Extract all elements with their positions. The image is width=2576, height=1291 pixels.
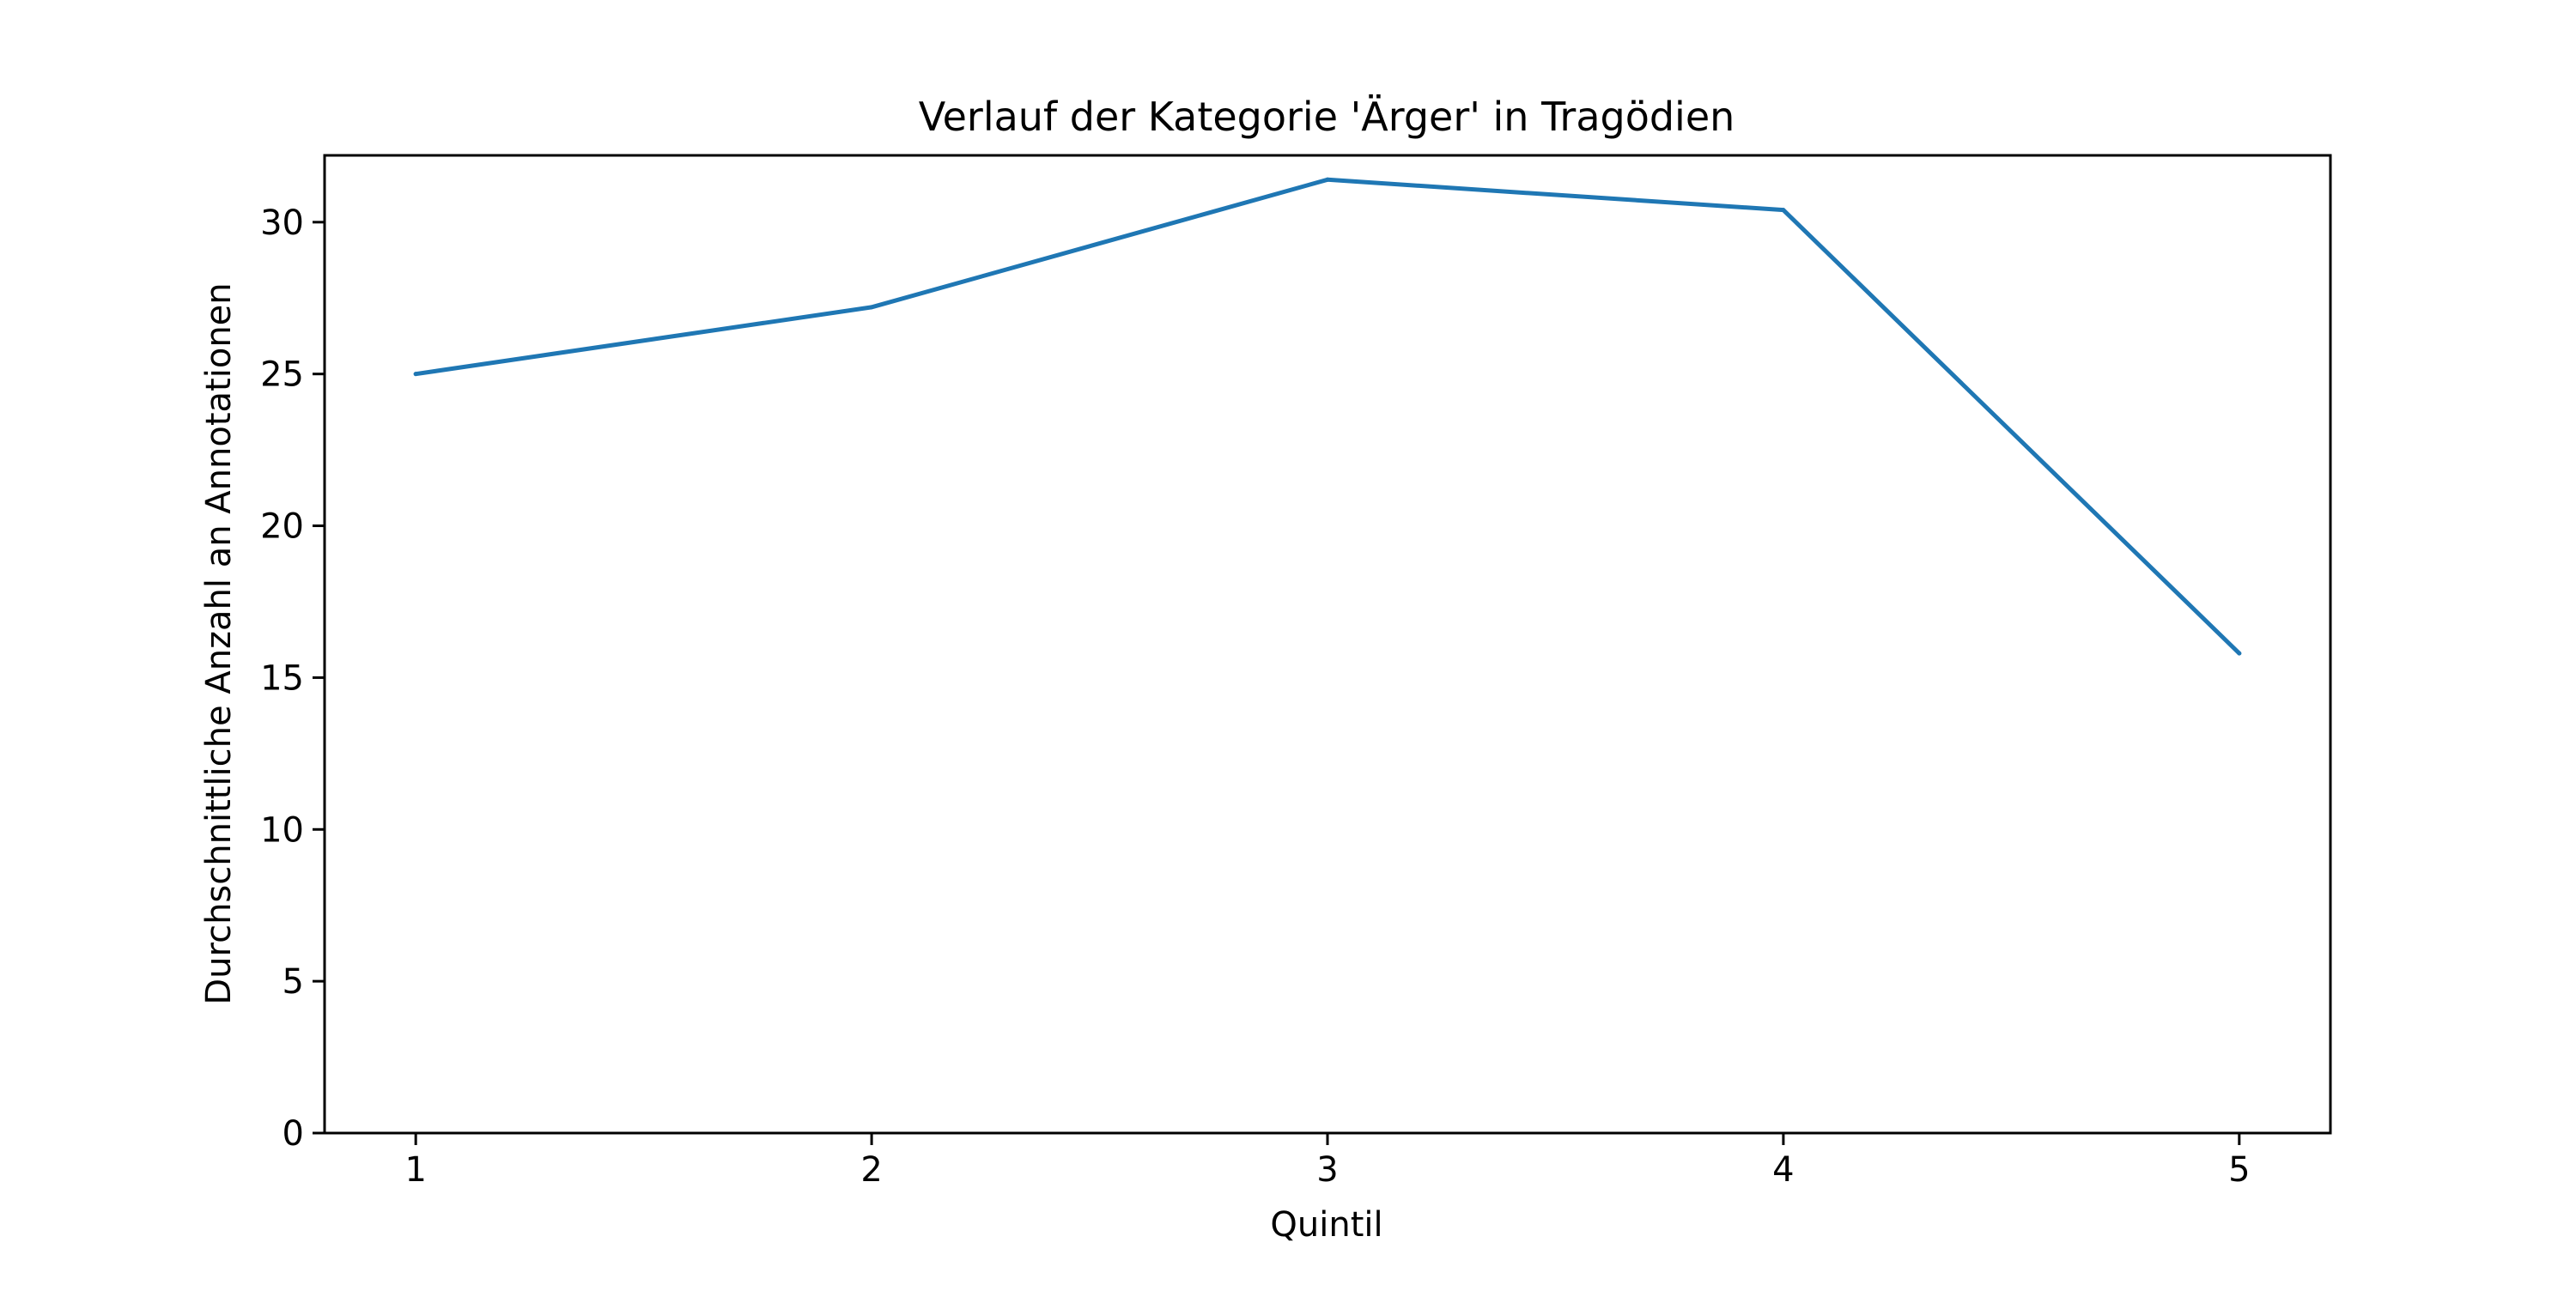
x-tick-label: 4 — [1772, 1150, 1794, 1190]
y-tick-label: 20 — [260, 507, 304, 547]
x-tick-label: 3 — [1316, 1150, 1338, 1190]
x-tick-label: 5 — [2228, 1150, 2250, 1190]
y-tick-label: 15 — [260, 658, 304, 698]
y-axis-label: Durchschnittliche Anzahl an Annotationen — [199, 282, 239, 1004]
y-axis-ticks: 0 5 10 15 20 25 30 — [260, 203, 325, 1154]
y-tick-label: 10 — [260, 810, 304, 850]
data-point — [869, 305, 874, 310]
x-axis-label: Quintil — [1270, 1205, 1382, 1245]
y-tick-label: 30 — [260, 203, 304, 243]
chart-title: Verlauf der Kategorie 'Ärger' in Tragödi… — [919, 94, 1735, 140]
x-tick-label: 1 — [404, 1150, 426, 1190]
x-tick-label: 2 — [860, 1150, 882, 1190]
data-point — [413, 372, 418, 377]
data-point — [1325, 177, 1330, 182]
y-tick-label: 5 — [283, 962, 304, 1002]
series-layer — [413, 177, 2242, 656]
data-point — [2237, 651, 2242, 656]
plot-frame — [323, 154, 2332, 1135]
data-point — [1781, 208, 1786, 213]
x-axis-ticks: 1 2 3 4 5 — [404, 1133, 2251, 1190]
y-tick-label: 0 — [283, 1114, 304, 1154]
y-tick-label: 25 — [260, 355, 304, 395]
